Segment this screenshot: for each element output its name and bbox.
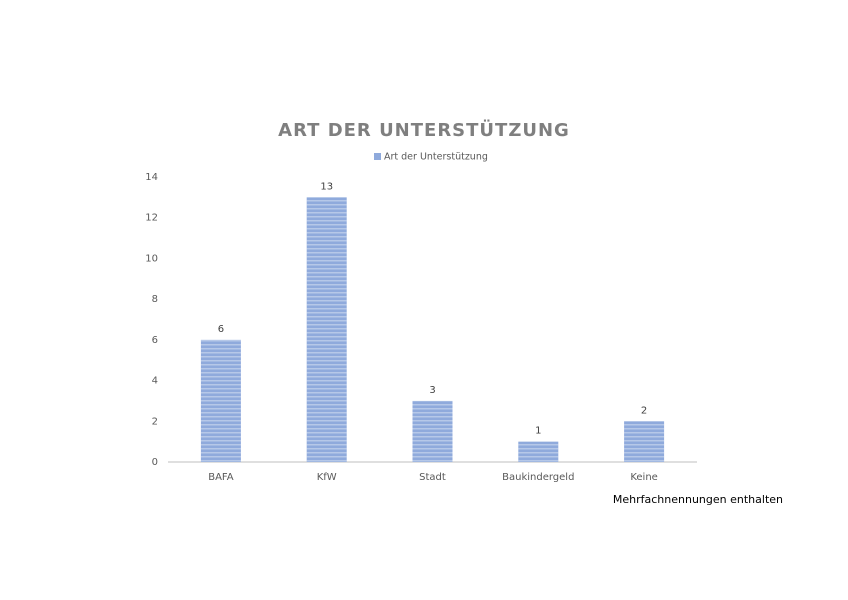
y-tick-label: 6 [152,335,158,346]
y-tick-label: 4 [152,376,158,387]
x-tick-label: BAFA [208,472,234,483]
data-label: 6 [218,324,224,335]
x-tick-label: Stadt [419,472,446,483]
data-label: 13 [320,181,333,192]
data-label: 1 [535,426,541,437]
y-tick-label: 8 [152,294,158,305]
y-tick-label: 14 [145,172,158,183]
bar-texture [412,400,453,462]
annotation: Mehrfachnennungen enthalten [613,493,783,506]
y-tick-label: 0 [152,457,158,468]
legend-label: Art der Unterstützung [384,152,488,163]
y-tick-label: 10 [145,253,158,264]
bar-texture [200,339,241,462]
x-tick-label: KfW [317,472,337,483]
y-tick-label: 12 [145,213,158,224]
data-label: 3 [429,385,435,396]
bar-texture [306,197,347,462]
x-tick-label: Baukindergeld [502,472,574,483]
x-tick-label: Keine [630,472,657,483]
y-tick-label: 2 [152,416,158,427]
chart-title: ART DER UNTERSTÜTZUNG [278,119,570,141]
data-label: 2 [641,405,647,416]
bar-texture [624,421,665,462]
legend-swatch [374,153,381,160]
bar-texture [518,441,559,462]
